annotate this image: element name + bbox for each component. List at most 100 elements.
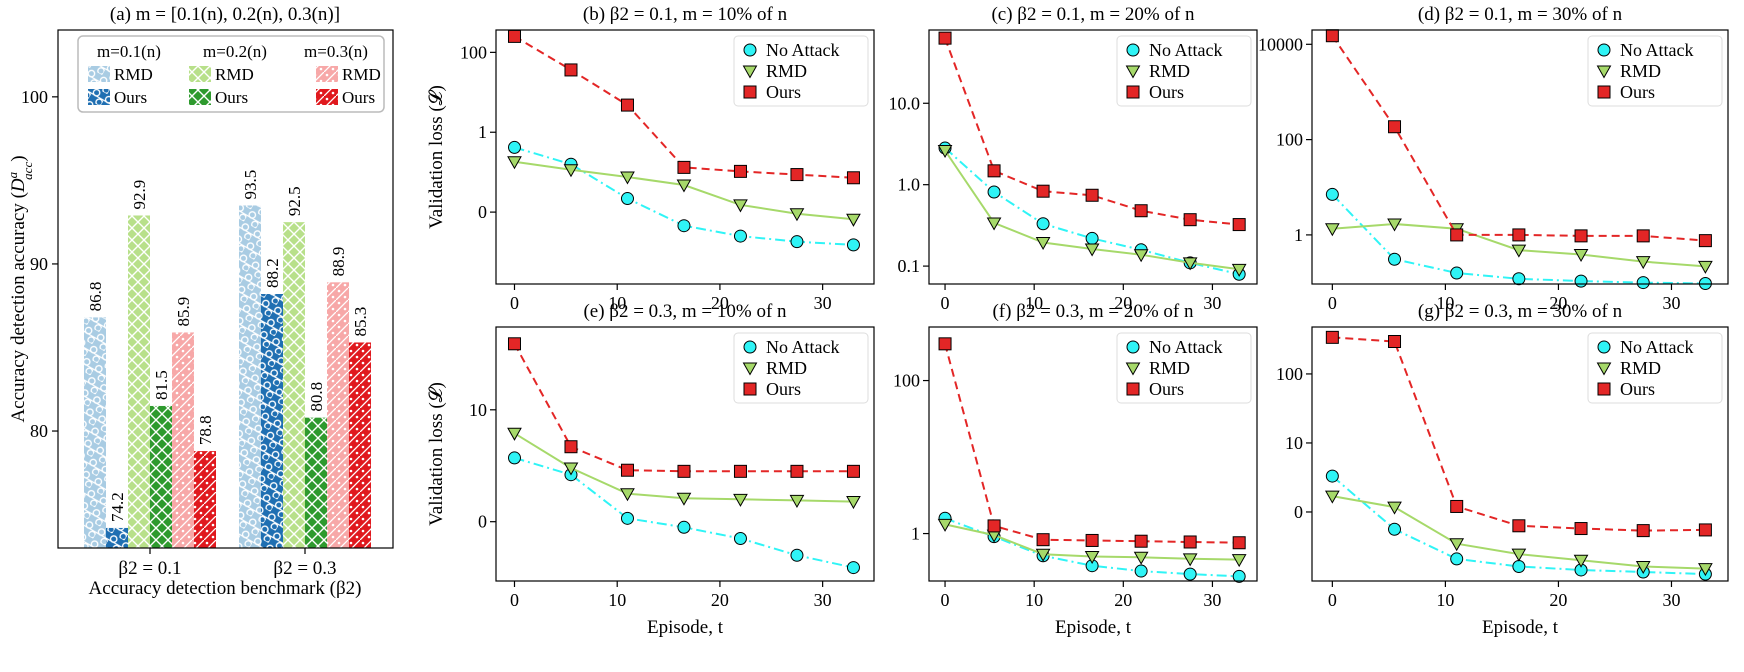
bar-value-label: 85.9: [174, 297, 193, 327]
data-point-rmd: [1035, 236, 1051, 250]
y-tick-label: 1: [911, 524, 920, 544]
panel-a-title: (a) m = [0.1(n), 0.2(n), 0.3(n)]: [110, 4, 340, 25]
bar-hatch: [128, 215, 150, 548]
bar-value-label: 86.8: [86, 282, 105, 312]
bar-value-label: 80.8: [307, 382, 326, 412]
data-point-no-attack: [987, 185, 1001, 199]
panel-c-frame: [928, 29, 1258, 285]
bar-hatch: [283, 222, 305, 548]
data-point-ours: [620, 463, 634, 477]
legend-label: No Attack: [1149, 337, 1223, 357]
data-point-rmd: [507, 156, 522, 170]
panel-b-title: (b) β2 = 0.1, m = 10% of n: [583, 4, 788, 25]
data-point-ours: [1085, 533, 1099, 547]
data-point-ours: [1325, 330, 1339, 344]
panel-g-legend: [1587, 332, 1723, 404]
data-point-rmd: [1573, 248, 1589, 262]
legend-marker-no-attack: [1126, 340, 1140, 354]
data-point-rmd: [507, 427, 522, 441]
y-tick-label: 100: [893, 371, 920, 391]
data-point-rmd: [1324, 223, 1340, 237]
bar-hatch: [305, 417, 327, 548]
legend-label: No Attack: [766, 40, 840, 60]
data-point-ours: [1512, 519, 1526, 533]
data-point-no-attack: [1450, 266, 1464, 280]
data-point-ours: [790, 168, 804, 182]
y-tick-label: 1: [1294, 225, 1303, 245]
legend-label: No Attack: [1149, 40, 1223, 60]
legend-marker-ours: [743, 85, 757, 99]
panel-b-ylabel: Validation loss (𝓛): [426, 85, 447, 229]
data-point-ours: [1636, 524, 1650, 538]
data-point-no-attack: [507, 451, 521, 465]
x-tick-label: 20: [711, 590, 729, 610]
data-point-ours: [1636, 229, 1650, 243]
bar-hatch: [194, 451, 216, 548]
data-point-rmd: [733, 199, 748, 213]
legend-marker-rmd: [1125, 65, 1141, 79]
data-point-no-attack: [1388, 522, 1402, 536]
data-point-no-attack: [620, 192, 634, 206]
data-point-rmd: [1511, 244, 1527, 258]
data-point-rmd: [1449, 538, 1465, 552]
legend-label: No Attack: [1620, 337, 1694, 357]
bar-hatch: [349, 342, 371, 548]
x-tick-label: 20: [1549, 590, 1567, 610]
data-point-rmd: [1182, 257, 1198, 271]
panel-a-legend: m=0.1(n) m=0.2(n) m=0.3(n) RMD Ours RMD …: [77, 35, 385, 113]
x-tick-label: 0: [1328, 293, 1337, 313]
legend-marker-no-attack: [743, 43, 757, 57]
data-point-ours: [1450, 228, 1464, 242]
x-tick-label: 10: [1025, 590, 1043, 610]
y-tick-label: 0.1: [898, 256, 921, 276]
data-point-rmd: [846, 496, 861, 510]
legend-marker-ours: [743, 382, 757, 396]
x-tick-label: 20: [1114, 293, 1132, 313]
panel-g-line-chart: (g) β2 = 0.3, m = 30% of n 0 10 100 0 10 20 30 E…: [1276, 301, 1729, 638]
data-point-no-attack: [1325, 469, 1339, 483]
data-point-rmd: [1133, 249, 1149, 263]
data-point-ours: [733, 464, 747, 478]
data-point-ours: [1183, 213, 1197, 227]
data-point-rmd: [789, 494, 805, 508]
panel-e-frame: [495, 326, 875, 582]
y-tick-label: 100: [1276, 364, 1303, 384]
data-point-rmd: [1084, 551, 1100, 565]
legend-label: No Attack: [766, 337, 840, 357]
bar-value-label: 93.5: [241, 170, 260, 200]
legend-label-ours-m02: Ours: [215, 88, 248, 107]
legend-marker-rmd: [1596, 65, 1612, 79]
bar-value-label: 85.3: [351, 307, 370, 337]
legend-marker-rmd: [742, 65, 758, 79]
data-point-ours: [733, 164, 747, 178]
panel-d-legend: [1587, 35, 1723, 107]
data-point-ours: [1574, 522, 1588, 536]
legend-label-rmd-m03: RMD: [342, 65, 381, 84]
data-point-ours: [1036, 184, 1050, 198]
bar-hatch: [172, 332, 194, 548]
x-tick-label: 30: [1203, 293, 1221, 313]
data-point-no-attack: [846, 238, 860, 252]
data-point-ours: [564, 440, 578, 454]
legend-label-rmd-m01: RMD: [114, 65, 153, 84]
data-point-ours: [507, 29, 521, 43]
bar-hatch: [261, 294, 283, 548]
x-tick-label: 20: [711, 293, 729, 313]
data-point-rmd: [733, 493, 748, 507]
legend-marker-no-attack: [1126, 43, 1140, 57]
data-point-rmd: [1182, 553, 1198, 567]
panel-b-legend: [733, 35, 869, 107]
panel-a-frame: [57, 29, 394, 549]
data-point-rmd: [676, 492, 692, 506]
data-point-rmd: [676, 179, 692, 193]
data-point-no-attack: [1574, 274, 1588, 288]
legend-label: RMD: [766, 61, 807, 81]
data-point-no-attack: [1134, 564, 1148, 578]
y-tick-label: 10: [469, 400, 487, 420]
y-tick-label: 0: [478, 202, 487, 222]
data-point-rmd: [1231, 554, 1247, 568]
data-point-rmd: [1387, 501, 1402, 515]
data-point-rmd: [1324, 490, 1340, 504]
legend-marker-ours: [1126, 382, 1140, 396]
